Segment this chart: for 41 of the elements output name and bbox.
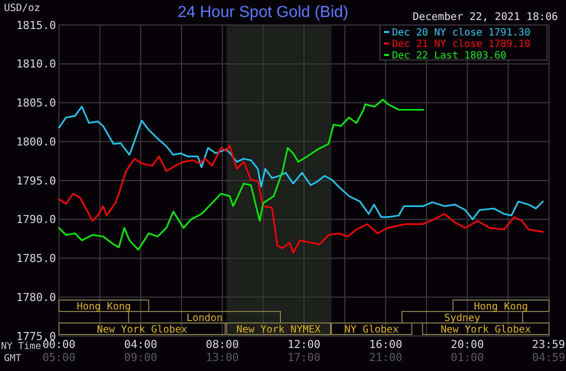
text: December 22, 2021 18:06 bbox=[412, 11, 558, 23]
legend-label: Dec 20 NY close 1791.30 bbox=[392, 28, 530, 38]
x-tick-label: 16:00 bbox=[369, 338, 402, 351]
y-tick-label: 1790.0 bbox=[16, 213, 56, 226]
annotation: Sydney bbox=[444, 312, 480, 324]
x2-tick-label: 05:00 bbox=[42, 351, 76, 364]
line-series bbox=[58, 98, 424, 250]
annotation: New York Globex bbox=[96, 324, 188, 336]
legend-label: Dec 21 NY close 1789.10 bbox=[392, 39, 530, 50]
y-axis-title: USD/oz bbox=[4, 3, 40, 14]
chart-title: 24 Hour Spot Gold (Bid) bbox=[178, 4, 348, 21]
x2-axis-title: GMT bbox=[4, 353, 22, 364]
x2-tick-label: 21:00 bbox=[369, 351, 402, 364]
y-tick-label: 1800.0 bbox=[16, 135, 56, 148]
annotation: NY Globex bbox=[344, 324, 399, 336]
x2-tick-label: 17:00 bbox=[287, 351, 321, 364]
y-tick-label: 1795.0 bbox=[16, 174, 56, 188]
annotation: Hong Kong bbox=[76, 301, 131, 312]
line-series bbox=[58, 144, 544, 254]
line-series bbox=[58, 106, 544, 220]
y-tick-label: 1780.0 bbox=[16, 290, 56, 304]
annotation: New York NYMEX bbox=[236, 324, 321, 336]
x-tick-label: 23:59 bbox=[532, 338, 566, 351]
legend-label: Dec 22 Last 1803.60 bbox=[392, 50, 506, 62]
x-tick-label: 20:00 bbox=[450, 338, 484, 351]
x2-tick-label: 01:00 bbox=[450, 351, 484, 364]
x-axis-title: NY Time bbox=[1, 341, 42, 352]
x-tick-label: 00:00 bbox=[42, 338, 76, 351]
x-tick-label: 08:00 bbox=[206, 338, 239, 351]
x2-tick-label: 09:00 bbox=[124, 351, 158, 364]
annotation: Hong Kong bbox=[474, 301, 528, 312]
x2-tick-label: 13:00 bbox=[206, 351, 239, 364]
y-tick-label: 1810.0 bbox=[16, 58, 56, 71]
x-tick-label: 04:00 bbox=[124, 338, 158, 351]
x-tick-label: 12:00 bbox=[287, 338, 321, 351]
y-tick-label: 1815.0 bbox=[16, 18, 56, 32]
y-tick-label: 1805.0 bbox=[16, 96, 56, 110]
annotation: London bbox=[186, 312, 223, 324]
x2-tick-label: 04:59 bbox=[532, 351, 566, 364]
y-tick-label: 1785.0 bbox=[16, 252, 56, 266]
annotation: New York Globex bbox=[440, 324, 531, 336]
